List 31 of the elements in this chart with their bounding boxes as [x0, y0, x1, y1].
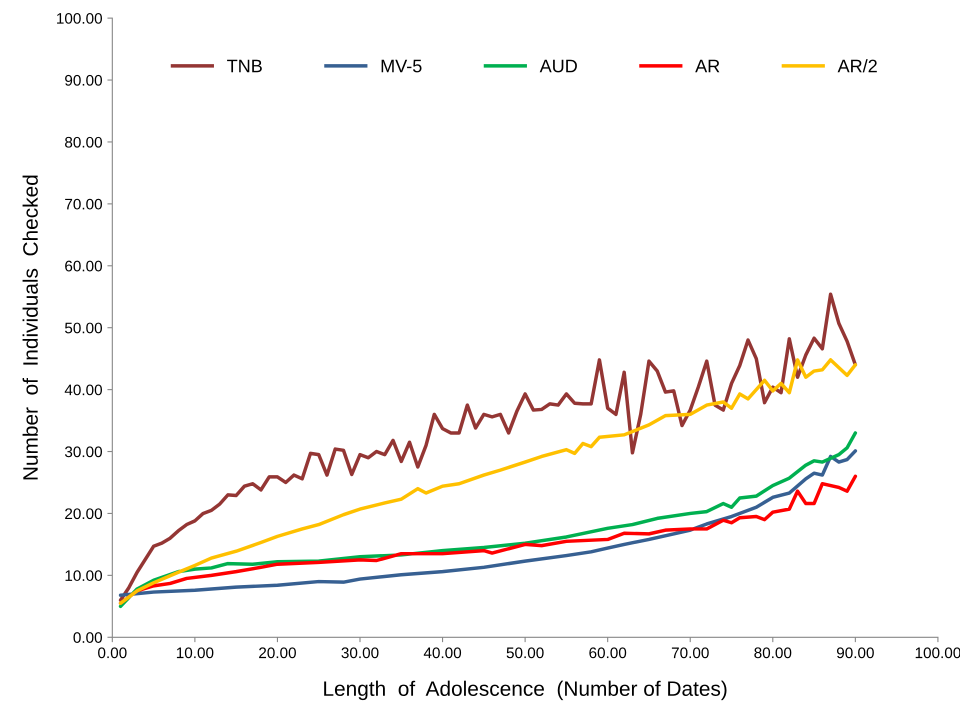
- y-tick-label: 10.00: [66, 570, 102, 582]
- line-series: [118, 292, 858, 602]
- y-tick-label: 90.00: [65, 74, 102, 86]
- x-tick-label: 90.00: [836, 647, 874, 658]
- x-axis-title: Length of Adolescence (Number of Dates): [324, 680, 726, 700]
- x-tick-label: 60.00: [589, 647, 626, 658]
- y-tick-label: 100.00: [57, 12, 102, 24]
- y-tick-label: 50.00: [64, 322, 102, 334]
- legend-label: MV-5: [382, 60, 422, 72]
- line-series: [118, 358, 858, 605]
- y-tick-label: 40.00: [64, 384, 102, 396]
- legend-label: AR: [695, 60, 720, 72]
- y-tick-label: 0.00: [73, 632, 102, 643]
- y-tick-label: 70.00: [65, 198, 102, 210]
- x-tick-label: 10.00: [176, 647, 214, 658]
- x-tick-label: 20.00: [259, 647, 296, 658]
- x-tick-label: 70.00: [672, 647, 709, 658]
- x-tick-label: 0.00: [98, 647, 127, 658]
- legend-label: AR/2: [838, 59, 877, 72]
- x-tick-label: 50.00: [506, 647, 544, 658]
- y-tick-label: 30.00: [64, 446, 102, 458]
- y-axis-title: Number of Individuals Checked: [22, 176, 38, 480]
- y-tick-label: 60.00: [65, 260, 102, 272]
- x-tick-label: 30.00: [341, 647, 379, 658]
- x-tick-label: 40.00: [424, 647, 462, 658]
- y-tick-label: 80.00: [65, 136, 102, 148]
- line-series: [118, 449, 858, 597]
- legend-label: TNB: [227, 60, 262, 72]
- x-tick-label: 80.00: [754, 647, 792, 658]
- y-tick-label: 20.00: [65, 508, 102, 520]
- legend-label: AUD: [540, 60, 577, 72]
